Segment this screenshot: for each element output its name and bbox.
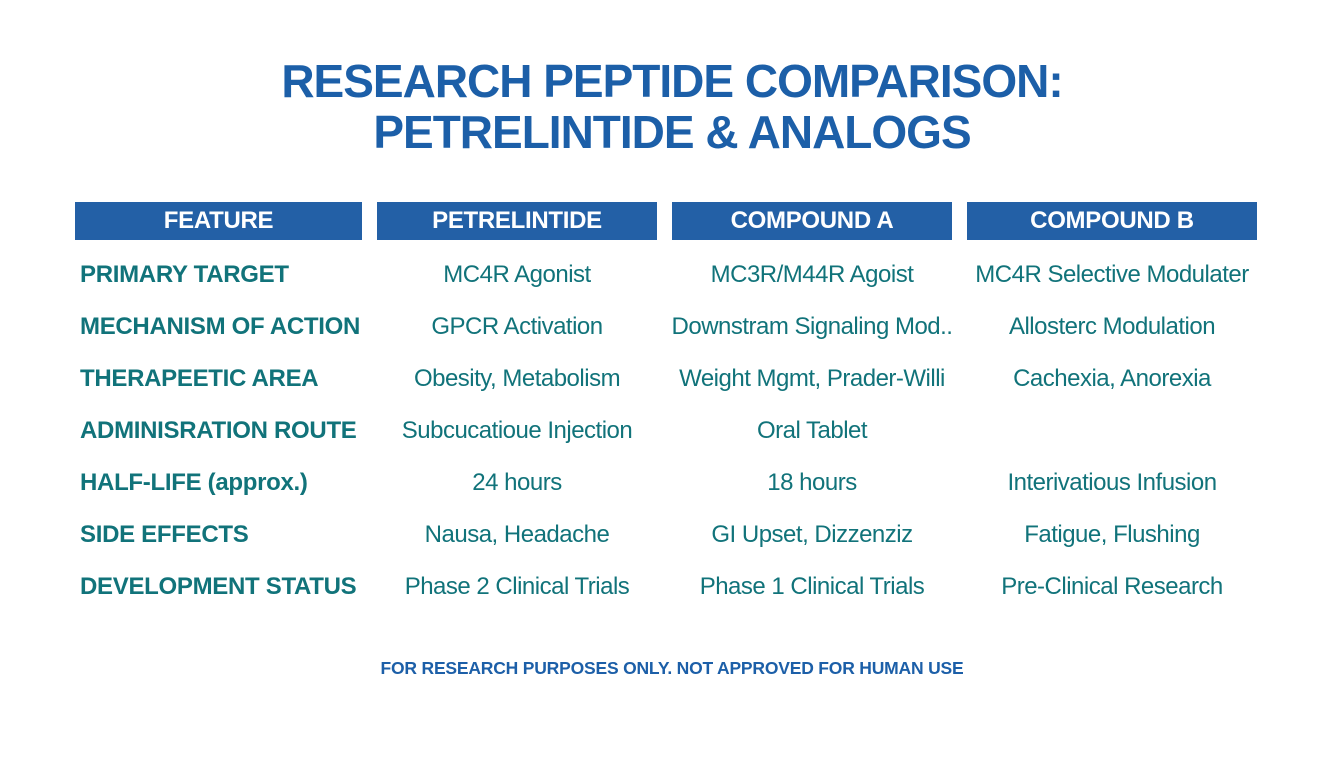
column-header-compound-b: COMPOUND B bbox=[967, 202, 1257, 240]
feature-label: HALF-LIFE (approx.) bbox=[80, 469, 308, 496]
feature-label: THERAPEETIC AREA bbox=[80, 365, 319, 392]
cell-compound-a: MC3R/M44R Agoist bbox=[710, 261, 914, 288]
cell-compound-b: Pre-Clinical Research bbox=[1001, 573, 1223, 600]
table-body: PRIMARY TARGET MC4R Agonist MC3R/M44R Ag… bbox=[75, 249, 1257, 613]
cell-petrelintide: Nausa, Headache bbox=[424, 521, 610, 548]
cell-compound-b: Allosterc Modulation bbox=[1008, 313, 1216, 340]
page-title-line-1: RESEARCH PEPTIDE COMPARISON: bbox=[281, 55, 1063, 107]
table-row-therapeutic-area: THERAPEETIC AREA Obesity, Metabolism Wei… bbox=[75, 353, 1257, 405]
page-title: RESEARCH PEPTIDE COMPARISON: PETRELINTID… bbox=[0, 0, 1344, 158]
table-row-primary-target: PRIMARY TARGET MC4R Agonist MC3R/M44R Ag… bbox=[75, 249, 1257, 301]
table-row-mechanism: MECHANISM OF ACTION GPCR Activation Down… bbox=[75, 301, 1257, 353]
column-header-compound-a: COMPOUND A bbox=[672, 202, 952, 240]
column-header-petrelintide: PETRELINTIDE bbox=[377, 202, 657, 240]
cell-compound-b: Cachexia, Anorexia bbox=[1013, 365, 1211, 392]
cell-petrelintide: Phase 2 Clinical Trials bbox=[404, 573, 630, 600]
feature-label: ADMINISRATION ROUTE bbox=[80, 417, 357, 444]
table-row-half-life: HALF-LIFE (approx.) 24 hours 18 hours In… bbox=[75, 457, 1257, 509]
feature-label: SIDE EFFECTS bbox=[80, 521, 249, 548]
page-title-line-2: PETRELINTIDE & ANALOGS bbox=[373, 106, 971, 158]
comparison-table: FEATURE PETRELINTIDE COMPOUND A COMPOUND… bbox=[75, 202, 1257, 613]
column-header-feature: FEATURE bbox=[75, 202, 362, 240]
feature-label: DEVELOPMENT STATUS bbox=[80, 573, 357, 600]
table-row-side-effects: SIDE EFFECTS Nausa, Headache GI Upset, D… bbox=[75, 509, 1257, 561]
disclaimer-text: FOR RESEARCH PURPOSES ONLY. NOT APPROVED… bbox=[380, 658, 964, 678]
feature-label: MECHANISM OF ACTION bbox=[80, 313, 361, 340]
cell-petrelintide: MC4R Agonist bbox=[443, 261, 591, 288]
cell-petrelintide: Obesity, Metabolism bbox=[413, 365, 621, 392]
cell-petrelintide: 24 hours bbox=[472, 469, 562, 496]
cell-compound-a: Downstram Signaling Mod.. bbox=[672, 313, 952, 340]
cell-compound-b: Fatigue, Flushing bbox=[1024, 521, 1200, 548]
cell-compound-b: Interivatious Infusion bbox=[1007, 469, 1217, 496]
table-row-development-status: DEVELOPMENT STATUS Phase 2 Clinical Tria… bbox=[75, 561, 1257, 613]
cell-compound-a: Weight Mgmt, Prader-Willi bbox=[679, 365, 945, 392]
cell-compound-a: GI Upset, Dizzenziz bbox=[711, 521, 913, 548]
cell-compound-a: Oral Tablet bbox=[756, 417, 868, 444]
table-row-administration-route: ADMINISRATION ROUTE Subcucatioue Injecti… bbox=[75, 405, 1257, 457]
cell-petrelintide: Subcucatioue Injection bbox=[401, 417, 633, 444]
feature-label: PRIMARY TARGET bbox=[80, 261, 289, 288]
cell-compound-b: MC4R Selective Modulater bbox=[975, 261, 1249, 288]
cell-petrelintide: GPCR Activation bbox=[431, 313, 603, 340]
table-header-row: FEATURE PETRELINTIDE COMPOUND A COMPOUND… bbox=[75, 202, 1257, 240]
cell-compound-a: 18 hours bbox=[767, 469, 857, 496]
cell-compound-a: Phase 1 Clinical Trials bbox=[699, 573, 925, 600]
cell-compound-b bbox=[967, 405, 1257, 457]
